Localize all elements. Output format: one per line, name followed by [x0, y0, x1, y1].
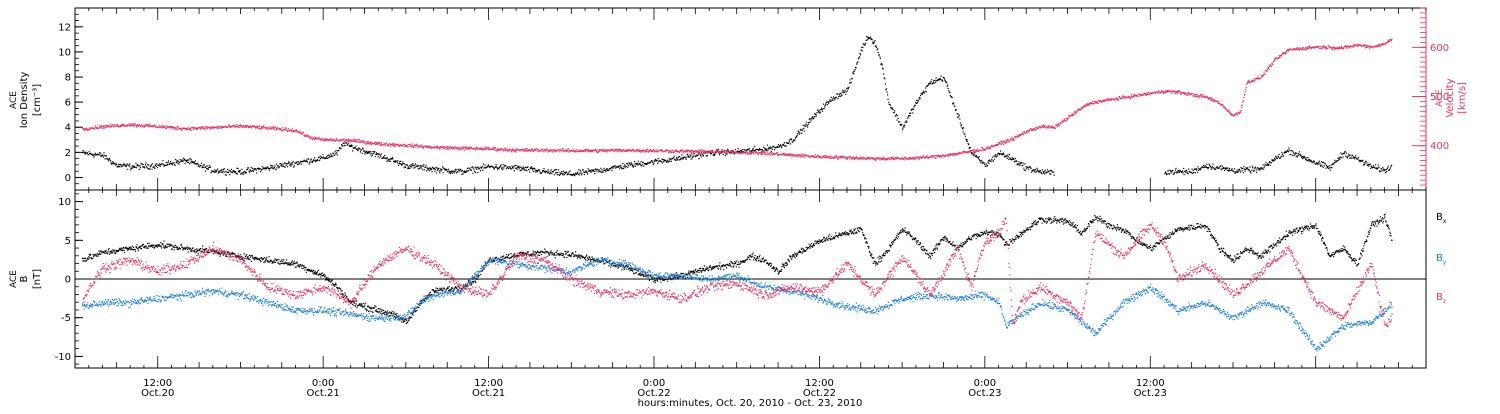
top-left-axis-title-a: ACE [9, 91, 19, 109]
series-velocity [81, 38, 1393, 162]
x-tick-time-label: 12:00 [474, 378, 503, 389]
top-panel-frame [74, 7, 1427, 191]
x-axis-title: hours:minutes, Oct. 20, 2010 - Oct. 23, … [638, 398, 863, 409]
bottom-left-tick-label: 0 [65, 275, 71, 286]
velocity-points [81, 38, 1393, 162]
top-left-axis-title-c: [cm⁻³] [32, 84, 43, 116]
legend-by-label: B [1436, 253, 1443, 264]
bottom-left-tick-label: 5 [65, 236, 71, 247]
bottom-left-tick-label: -5 [61, 313, 71, 324]
bottom-left-axis-title-group: ACE B [nT] [9, 269, 43, 289]
top-panel-ticks: 0 2 4 6 8 10 12 400 500 600 [58, 7, 1449, 191]
bottom-left-axis-title-b: B [19, 275, 30, 282]
x-tick-time-label: 0:00 [312, 378, 334, 389]
x-tick-day-label: Oct.21 [307, 388, 340, 399]
legend-bx: Bx [1436, 212, 1447, 225]
x-tick-day-label: Oct.21 [472, 388, 505, 399]
top-right-axis-title-b: Velocity [1445, 78, 1456, 117]
bottom-left-tick-label: 10 [58, 197, 71, 208]
series-bz [81, 217, 1393, 328]
legend: Bx By Bz [1436, 212, 1447, 305]
x-tick-time-label: 12:00 [1136, 378, 1165, 389]
x-tick-day-label: Oct.23 [1134, 388, 1167, 399]
legend-bz-sub: z [1443, 298, 1446, 305]
top-left-tick-label: 10 [58, 47, 71, 58]
top-right-axis-title-c: [km/s] [1457, 82, 1468, 114]
x-tick-time-label: 12:00 [143, 378, 172, 389]
bottom-left-axis-title-c: [nT] [32, 269, 43, 289]
top-left-axis-title-group: ACE Ion Density [cm⁻³] [9, 72, 43, 129]
x-tick-time-label: 0:00 [974, 378, 996, 389]
legend-bx-label: B [1436, 212, 1443, 223]
top-right-tick-label: 500 [1430, 92, 1449, 103]
legend-bx-sub: x [1443, 218, 1447, 225]
bottom-left-axis-title-a: ACE [9, 270, 19, 288]
bz-points [81, 217, 1393, 328]
x-tick-day-label: Oct.22 [637, 388, 670, 399]
top-left-tick-label: 4 [65, 123, 71, 134]
x-tick-time-label: 12:00 [805, 378, 834, 389]
x-tick-day-label: Oct.20 [141, 388, 174, 399]
x-axis-ticks: 12:00Oct.200:00Oct.2112:00Oct.210:00Oct.… [74, 8, 1427, 399]
legend-bz-label: B [1436, 292, 1443, 303]
top-left-tick-label: 8 [65, 73, 71, 84]
top-left-axis-title-b: Ion Density [19, 72, 30, 129]
density-points [81, 35, 1393, 177]
top-right-axis-title-group: ACE Velocity [km/s] [1435, 78, 1468, 117]
top-left-tick-label: 6 [65, 98, 71, 109]
legend-by: By [1436, 253, 1447, 266]
top-left-tick-label: 2 [65, 148, 71, 159]
top-right-tick-label: 400 [1430, 141, 1449, 152]
series-by [81, 257, 1393, 352]
x-tick-day-label: Oct.22 [803, 388, 836, 399]
legend-by-sub: y [1443, 259, 1447, 266]
top-left-tick-label: 0 [65, 173, 71, 184]
top-right-axis-title-a: ACE [1435, 89, 1445, 107]
legend-bz: Bz [1436, 292, 1446, 305]
series-density [81, 35, 1393, 177]
bottom-left-tick-label: -10 [55, 352, 71, 363]
top-left-tick-label: 12 [58, 22, 71, 33]
by-points [81, 257, 1393, 352]
x-tick-time-label: 0:00 [643, 378, 665, 389]
x-tick-day-label: Oct.23 [968, 388, 1001, 399]
top-right-tick-label: 600 [1430, 43, 1449, 54]
